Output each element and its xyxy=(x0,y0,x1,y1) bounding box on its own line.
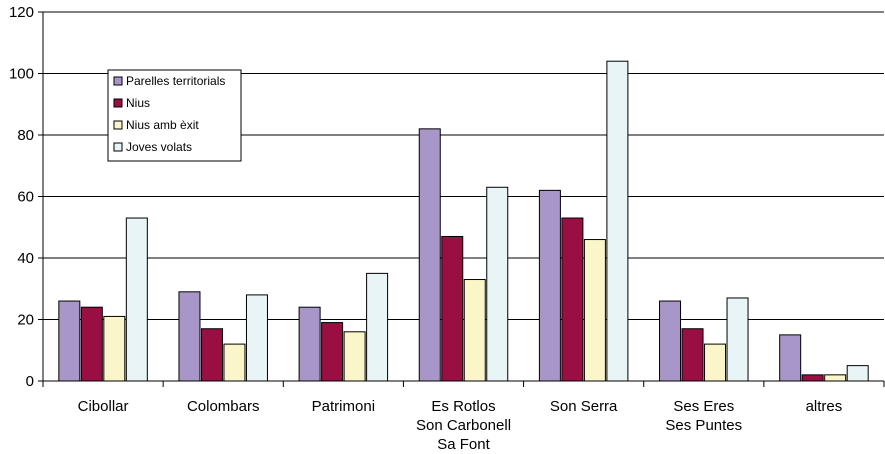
y-tick-label: 20 xyxy=(17,312,34,329)
bar-1-5 xyxy=(538,189,561,382)
x-category-label: Colombars xyxy=(187,398,260,415)
bar-4-2 xyxy=(245,294,268,382)
legend: Parelles territorials Nius Nius amb èxit Jo… xyxy=(107,69,242,162)
x-category-label: Son Serra xyxy=(550,398,618,415)
gridlines xyxy=(43,11,884,320)
bar-1-3 xyxy=(298,306,321,382)
bar-4-4 xyxy=(486,186,509,382)
y-tick-label: 100 xyxy=(9,66,34,83)
legend-box xyxy=(107,69,242,162)
bar-1-7 xyxy=(779,334,802,382)
x-category-label: Son Carbonell xyxy=(416,417,511,434)
bar-2-2 xyxy=(200,328,223,382)
bar-1-2 xyxy=(178,291,201,382)
legend-swatch xyxy=(113,76,123,86)
bar-2-3 xyxy=(321,322,344,382)
bar-3-3 xyxy=(343,331,366,382)
x-category-label: Cibollar xyxy=(78,398,129,415)
bar-3-5 xyxy=(583,239,606,382)
bar-3-7 xyxy=(824,374,847,382)
y-tick-label: 0 xyxy=(26,373,34,390)
bar-3-4 xyxy=(463,279,486,382)
bar-4-3 xyxy=(366,272,389,382)
x-category-label: Ses Puntes xyxy=(665,417,742,434)
bar-4-7 xyxy=(846,365,869,382)
bar-1-1 xyxy=(58,300,81,382)
bar-2-4 xyxy=(441,235,464,382)
legend-label: Joves volats xyxy=(126,140,192,154)
legend-swatch xyxy=(113,142,123,152)
bar-2-5 xyxy=(561,217,584,382)
y-tick-label: 60 xyxy=(17,189,34,206)
legend-swatch xyxy=(113,120,123,130)
bars xyxy=(58,60,869,382)
bar-2-7 xyxy=(801,374,824,382)
bar-3-6 xyxy=(704,343,727,382)
bar-3-2 xyxy=(223,343,246,382)
y-tick-label: 40 xyxy=(17,250,34,267)
y-tick-label: 80 xyxy=(17,127,34,144)
bar-2-6 xyxy=(681,328,704,382)
bar-3-1 xyxy=(103,315,126,382)
legend-swatch xyxy=(113,98,123,108)
bar-4-1 xyxy=(125,217,148,382)
legend-label: Nius xyxy=(126,96,150,110)
x-category-label: altres xyxy=(806,398,843,415)
y-tick-label: 120 xyxy=(9,4,34,21)
x-category-label: Ses Eres xyxy=(673,398,734,415)
bar-1-6 xyxy=(659,300,682,382)
bar-4-5 xyxy=(606,60,629,382)
axes xyxy=(38,11,885,387)
y-tick-labels: 0 20 40 60 80 100 120 xyxy=(9,4,34,390)
bar-4-6 xyxy=(726,297,749,382)
bar-2-1 xyxy=(80,306,103,382)
x-category-labels: Cibollar Colombars Patrimoni Es Rotlos Son C… xyxy=(78,398,843,453)
legend-label: Parelles territorials xyxy=(126,74,225,88)
x-category-label: Patrimoni xyxy=(312,398,375,415)
x-category-label: Sa Font xyxy=(437,436,490,453)
x-category-label: Es Rotlos xyxy=(431,398,495,415)
bar-1-4 xyxy=(418,128,441,382)
legend-label: Nius amb èxit xyxy=(126,118,199,132)
